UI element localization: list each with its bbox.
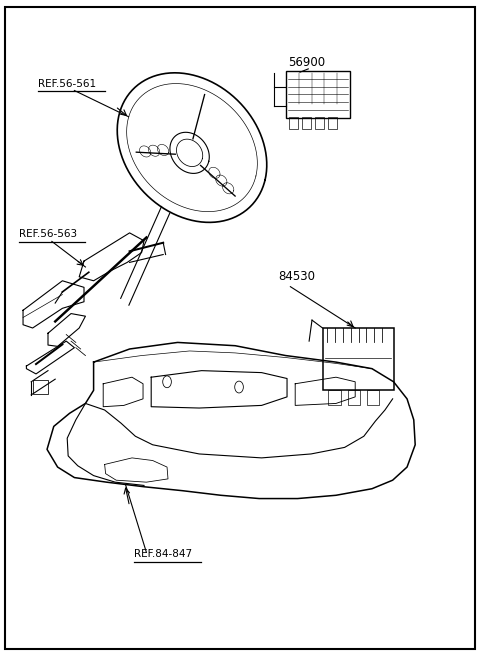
Text: REF.56-563: REF.56-563 (19, 230, 77, 239)
Bar (348, 390, 360, 405)
Bar (328, 117, 337, 129)
Bar (33, 380, 48, 394)
Text: REF.84-847: REF.84-847 (134, 549, 192, 559)
Bar (367, 390, 379, 405)
Bar (323, 328, 394, 390)
Text: 84530: 84530 (278, 270, 315, 283)
Bar (289, 117, 298, 129)
Bar (286, 71, 350, 118)
Bar (315, 117, 324, 129)
Bar (302, 117, 311, 129)
Bar (328, 390, 341, 405)
Text: REF.56-561: REF.56-561 (38, 79, 96, 89)
Text: 56900: 56900 (288, 56, 325, 69)
